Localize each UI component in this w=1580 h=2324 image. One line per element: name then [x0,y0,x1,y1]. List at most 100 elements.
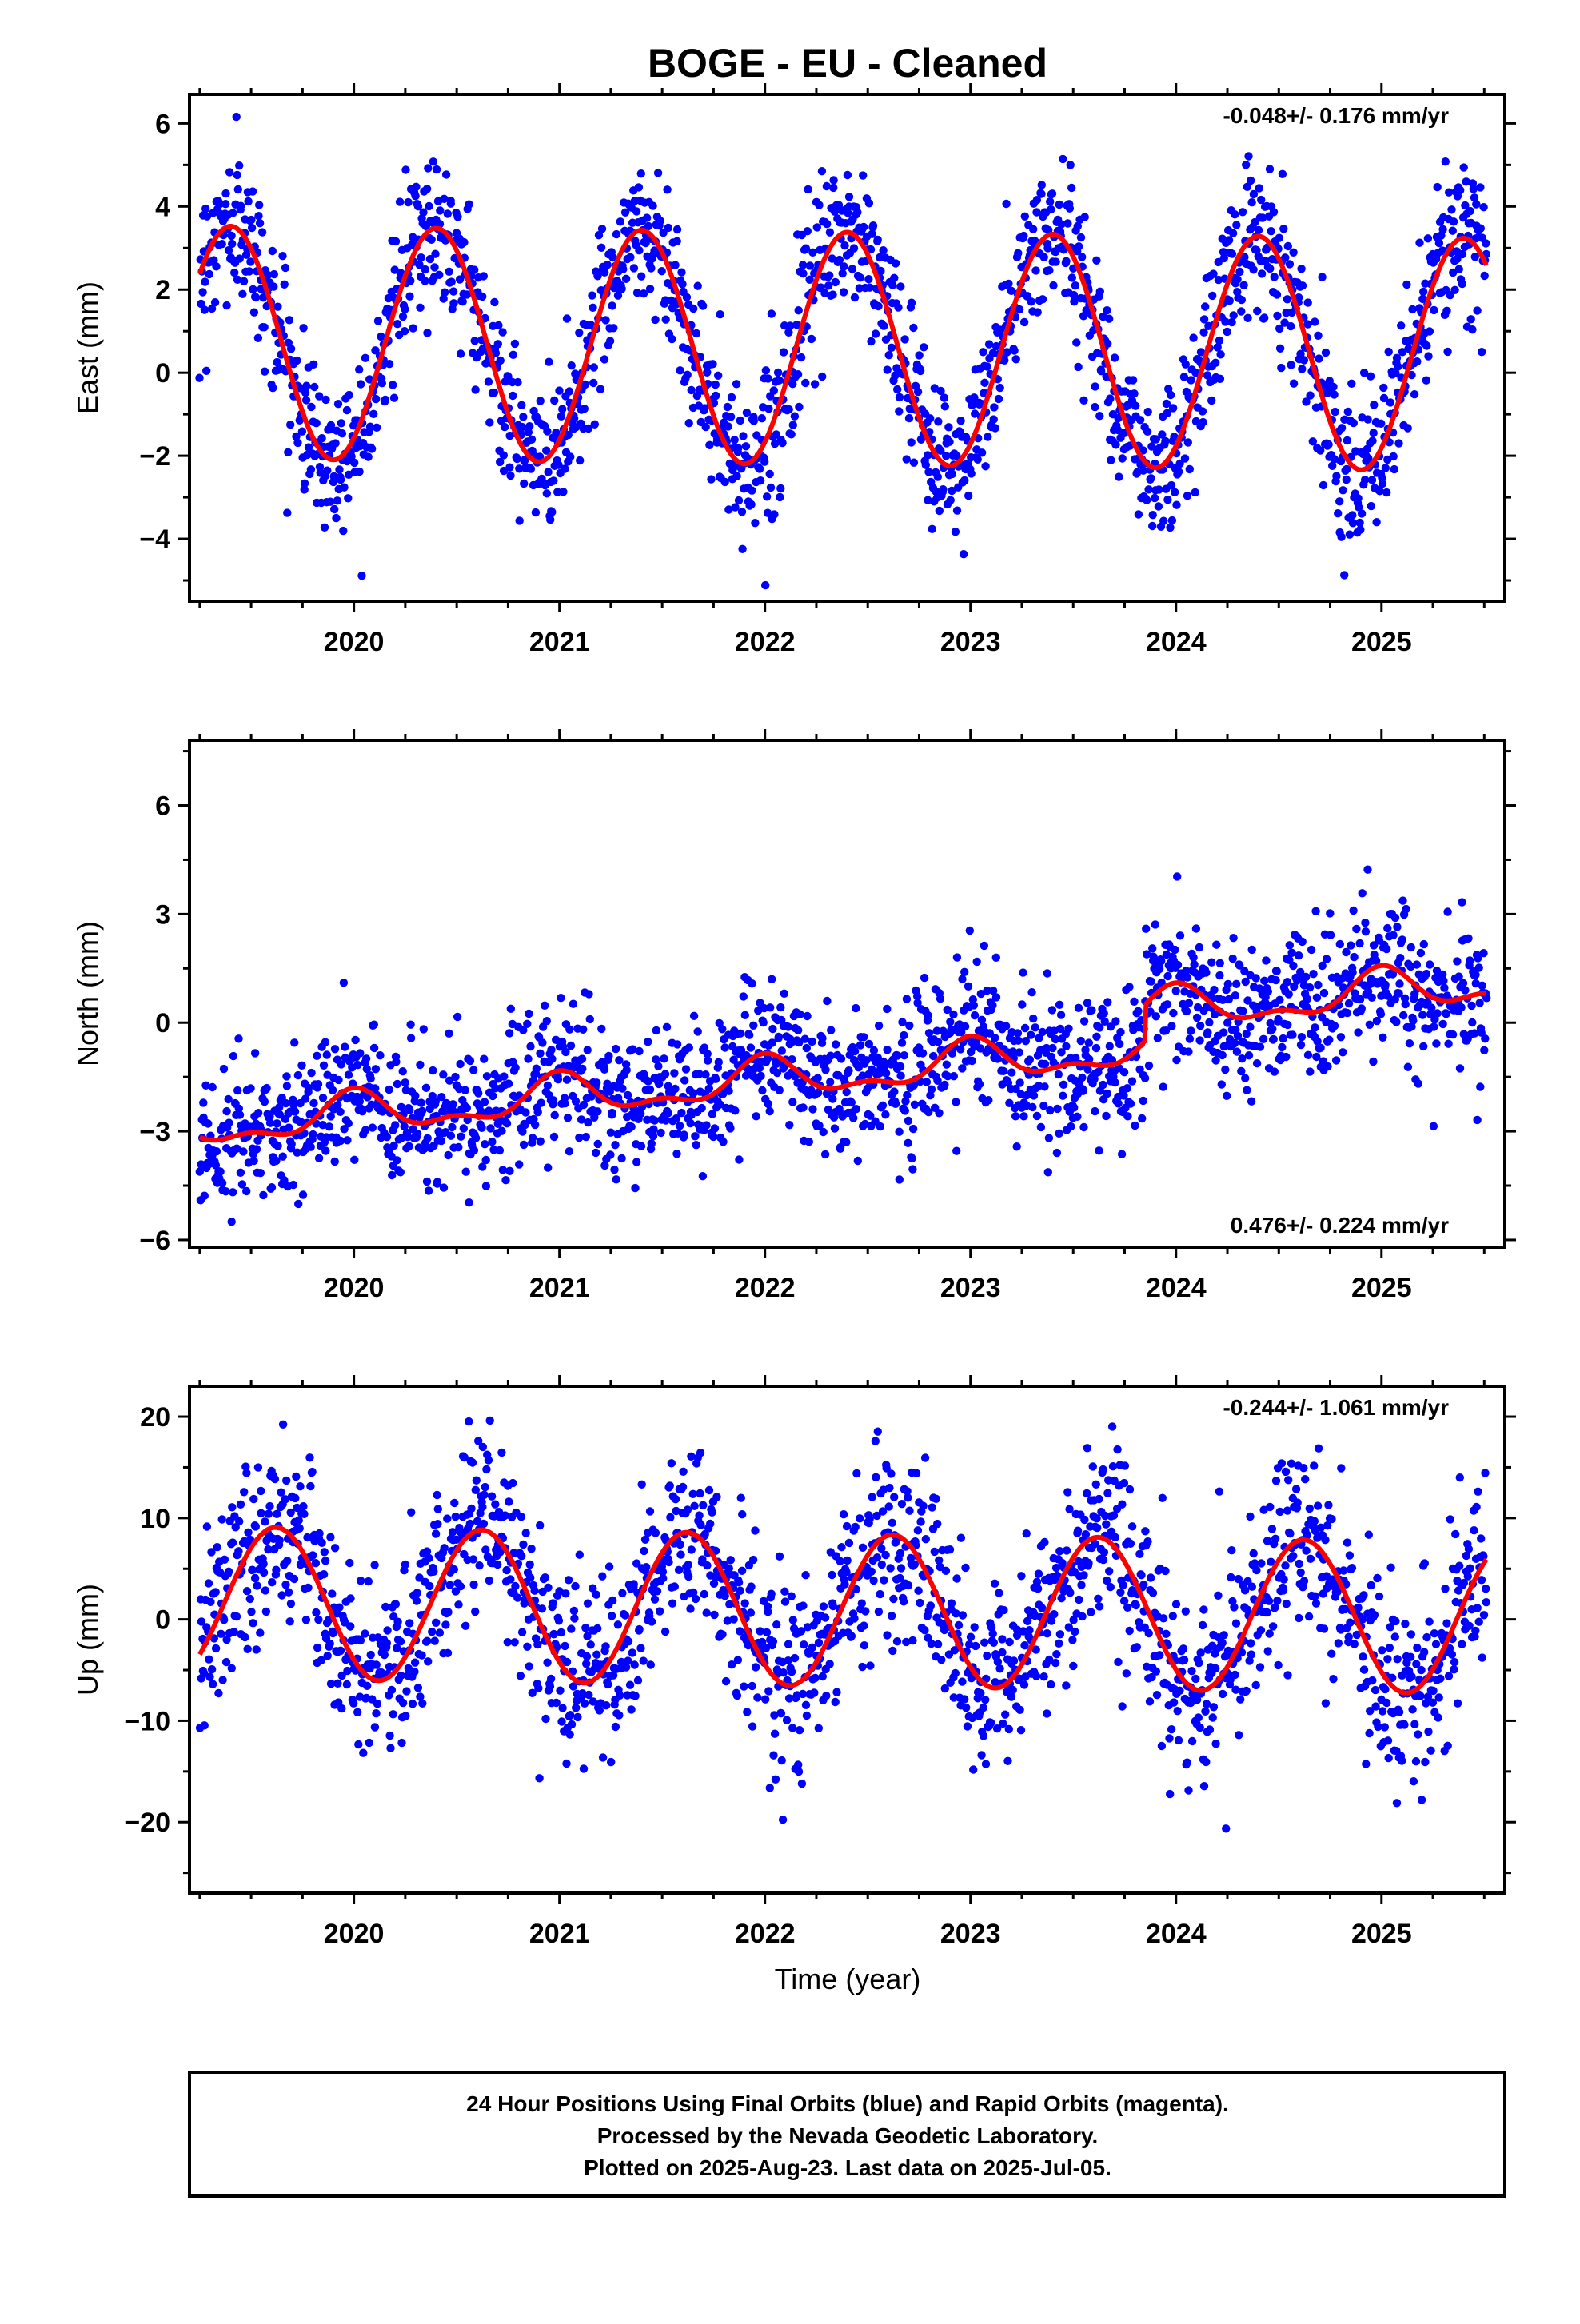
data-point [1040,1059,1050,1069]
data-point [1095,1023,1104,1032]
data-point [517,1513,525,1521]
data-point [928,1503,936,1512]
data-point [552,429,561,437]
data-point [1406,943,1416,952]
data-point [628,1045,637,1054]
data-point [1032,208,1041,217]
data-point [330,1045,340,1054]
data-point [519,413,528,421]
data-point [1231,991,1240,1000]
data-point [252,1145,261,1154]
data-point [758,1086,767,1095]
data-point [315,392,324,401]
data-point [682,293,692,301]
data-point [1185,464,1195,474]
data-point [686,1604,695,1613]
data-point [666,1513,675,1522]
data-point [1196,348,1206,357]
data-point [647,1617,656,1626]
data-point [689,1089,698,1098]
data-point [391,1600,401,1608]
data-point [534,1684,543,1692]
data-point [893,385,902,394]
data-point [309,1551,317,1560]
data-point [558,1704,567,1712]
data-point [895,393,904,402]
data-point [956,417,965,425]
data-point [211,1644,221,1653]
data-point [460,1453,469,1462]
data-point [820,1150,830,1159]
data-point [1347,379,1356,388]
data-point [401,1712,410,1720]
data-point [504,1079,513,1088]
data-point [1032,196,1042,205]
data-point [693,1027,702,1036]
data-point [958,1064,967,1073]
data-point [609,324,618,333]
data-point [555,1587,564,1596]
data-point [546,1674,556,1684]
data-point [406,1020,415,1029]
data-point [844,193,854,201]
data-point [538,1038,547,1047]
data-point [994,394,1003,404]
data-point [228,239,237,249]
data-point [589,363,598,372]
data-point [959,550,968,559]
data-point [1359,369,1369,377]
data-point [1355,503,1363,512]
data-point [337,1704,346,1713]
data-point [751,1526,760,1535]
data-point [448,1122,457,1132]
data-point [244,197,253,206]
data-point [1184,999,1194,1007]
data-point [924,451,932,460]
data-point [618,1084,627,1093]
data-point [920,343,928,352]
data-point [1288,1030,1297,1039]
data-point [397,1102,405,1112]
data-point [1083,999,1092,1007]
data-point [257,1509,265,1518]
data-point [1019,231,1028,241]
data-point [545,357,553,366]
data-point [1423,234,1433,243]
y-tick-label: −4 [139,524,170,555]
data-point [802,1711,812,1720]
data-point [670,1582,679,1591]
data-point [1027,297,1035,306]
data-point [1055,1024,1065,1034]
data-point [1135,416,1145,425]
data-point [290,1107,300,1116]
data-point [598,1753,608,1762]
data-point [731,1106,740,1115]
data-point [1324,440,1333,449]
data-point [487,1492,497,1501]
data-point [714,1058,723,1066]
data-point [212,262,221,271]
data-point [502,1119,512,1128]
data-point [1343,1008,1352,1018]
data-point [1454,972,1463,981]
data-point [680,1130,688,1139]
data-point [481,1155,490,1165]
data-point [579,1100,589,1110]
data-point [600,1161,609,1170]
data-point [883,365,892,374]
data-point [569,1682,578,1691]
data-point [656,217,664,225]
data-point [1470,253,1480,261]
data-point [1227,249,1237,258]
data-point [1173,960,1183,970]
data-point [883,1631,892,1640]
data-point [465,1417,473,1426]
data-point [419,1025,428,1034]
data-point [366,1074,375,1083]
data-point [252,1645,261,1654]
data-point [292,1472,301,1481]
data-point [1478,981,1486,991]
data-point [858,1543,868,1553]
data-point [1357,509,1367,518]
data-point [1076,233,1086,242]
